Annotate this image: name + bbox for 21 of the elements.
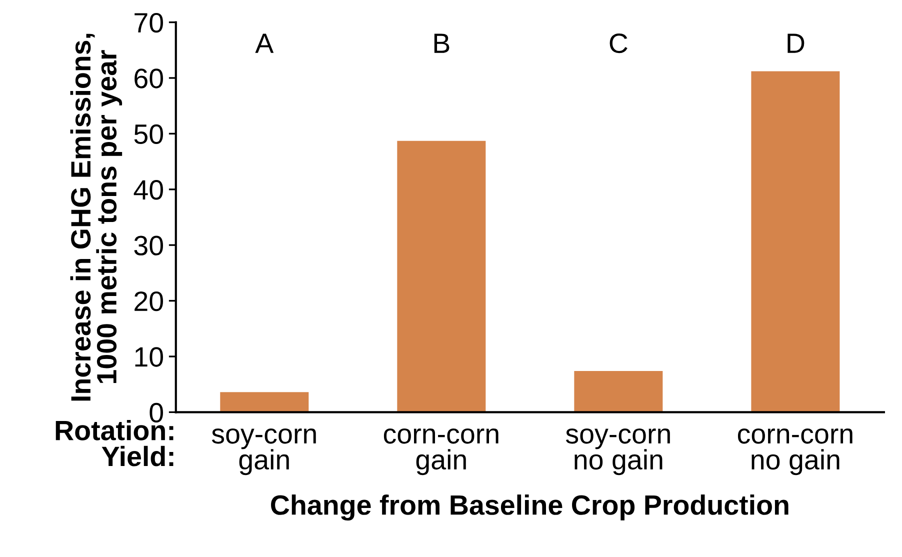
x-tick-label: corn-corn gain	[384, 428, 498, 476]
bar	[397, 140, 486, 412]
x-tick-label: soy-corn gain	[212, 428, 316, 476]
annotation: A	[255, 34, 274, 53]
x-tick-label: soy-corn no gain	[566, 428, 670, 476]
y-tick-label: 20	[134, 291, 163, 312]
annotation: B	[434, 34, 450, 53]
y-tick-label: 70	[134, 12, 163, 33]
y-tick-label: 30	[134, 236, 163, 256]
y-tick-label: 50	[134, 124, 163, 144]
y-axis-title: Increase in GHG Emissions, 1000 metric tons per year	[70, 34, 122, 401]
x-tick-label: corn-corn no gain	[738, 428, 852, 476]
y-tick-label: 60	[134, 68, 163, 88]
annotation: D	[788, 34, 804, 53]
bar	[751, 71, 840, 412]
y-tick-label: 10	[135, 347, 163, 367]
annotation: C	[610, 33, 628, 54]
bar	[574, 370, 663, 412]
x-axis-title: Change from Baseline Crop Production	[271, 494, 788, 521]
bar	[220, 392, 309, 412]
y-tick-label: 40	[134, 180, 163, 200]
